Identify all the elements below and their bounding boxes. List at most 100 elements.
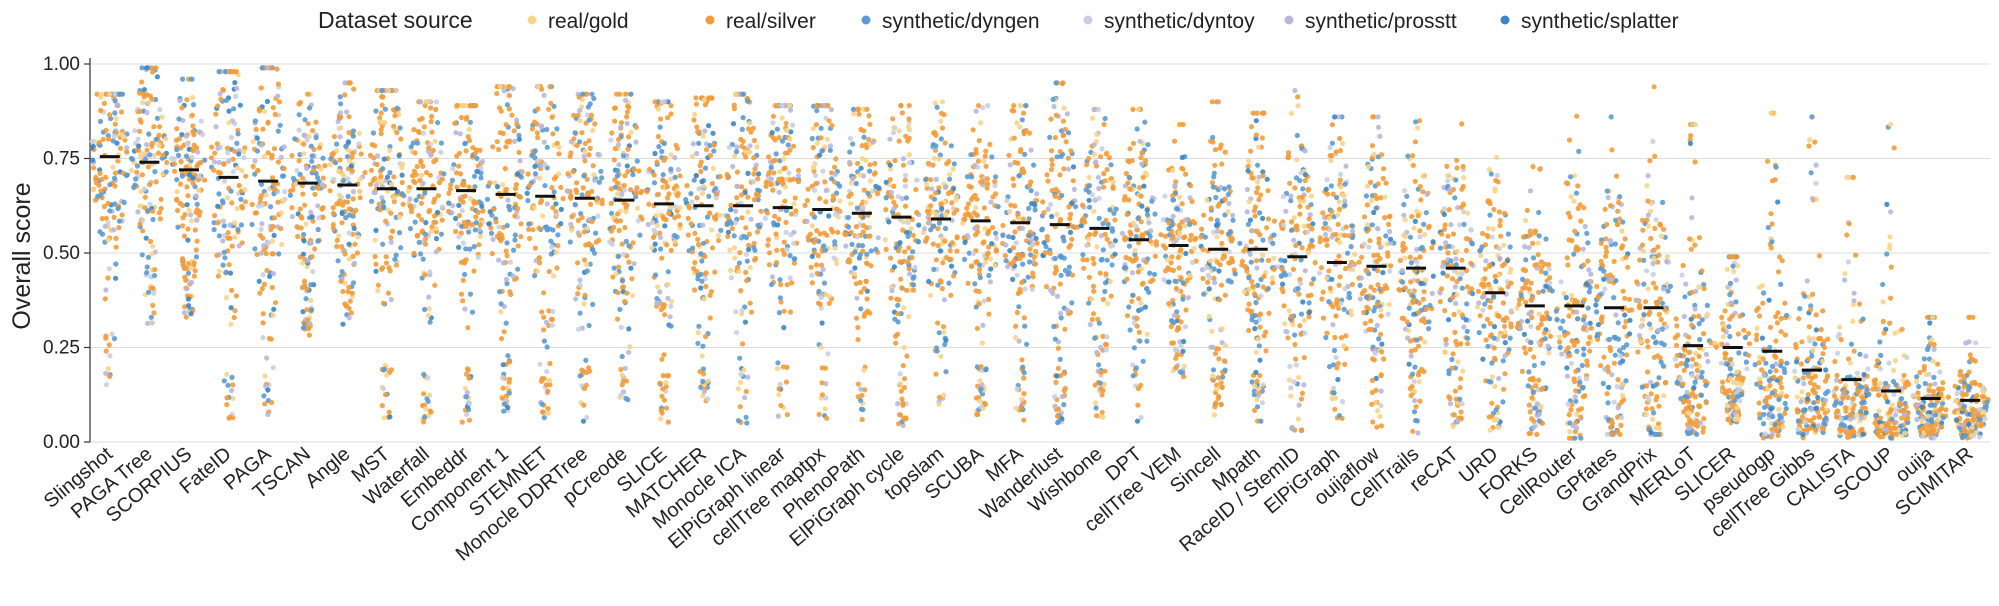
data-point [112,170,119,176]
data-point [93,174,99,180]
data-point [1330,304,1336,310]
data-point [850,176,856,182]
data-point [1282,321,1288,327]
data-point [933,143,939,149]
data-point [1183,250,1189,257]
data-point [907,160,913,166]
data-point [1091,208,1097,214]
data-point [616,227,622,234]
data-point [510,247,517,253]
data-point [92,197,99,203]
data-point [705,378,711,384]
data-point [267,273,273,279]
data-point [904,287,910,293]
data-point [433,225,439,231]
data-point [962,212,968,218]
data-point [910,275,916,281]
data-point [1099,256,1105,262]
data-point [586,322,592,329]
data-point [416,130,422,136]
data-point [254,148,260,154]
data-point [586,117,592,123]
data-point [935,320,941,326]
data-point [113,275,119,281]
data-point [215,273,221,279]
data-point [1298,280,1304,287]
data-point [392,256,398,262]
data-point [889,194,895,200]
data-point [1057,172,1063,178]
data-point [346,114,352,120]
data-point [558,184,564,190]
data-point [1334,365,1340,371]
data-point [743,154,749,160]
data-point [265,150,271,156]
data-point [677,173,683,179]
data-point [504,102,510,108]
data-point [289,214,295,220]
data-point [1368,179,1374,185]
data-point [473,220,479,226]
data-point [778,299,784,305]
data-point [425,312,431,319]
data-point [1208,216,1214,222]
data-point [938,353,944,359]
data-point [825,103,831,109]
data-point [745,194,751,200]
data-point [194,207,200,213]
data-point [1126,159,1132,165]
data-point [824,232,830,238]
data-point [344,109,350,115]
data-point [1065,271,1071,277]
data-point [1259,257,1265,263]
data-point [466,220,472,226]
data-point [345,193,351,199]
data-point [221,378,227,384]
data-point [1058,253,1064,259]
data-point [1043,284,1050,290]
data-point [1133,365,1139,371]
data-point [134,169,140,175]
data-point [804,197,811,204]
data-point [1333,354,1339,360]
data-point [633,139,639,145]
data-point [450,203,456,209]
data-point [901,305,907,311]
data-point [1092,231,1098,237]
data-point [620,251,626,257]
data-point [542,161,548,167]
data-point [1305,204,1311,210]
data-point [237,102,243,108]
data-point [1379,341,1385,347]
data-point [581,257,588,263]
data-point [688,221,694,227]
data-point [1047,250,1053,256]
data-point [731,106,738,112]
data-point [1143,170,1149,176]
data-point [1387,236,1394,242]
data-point [1324,237,1330,243]
data-point [211,220,217,226]
data-point [954,234,960,240]
data-point [818,135,824,141]
data-point [422,306,428,313]
data-point [112,110,118,116]
data-point [1066,264,1072,270]
legend-label: real/silver [726,10,816,33]
data-point [634,158,640,164]
data-point [137,117,143,123]
data-point [1051,103,1057,110]
data-point [112,98,118,104]
data-point [1246,286,1252,292]
data-point [979,340,986,346]
data-point [1369,222,1375,228]
data-point [1069,300,1075,306]
data-point [609,130,615,136]
data-point [1022,323,1028,329]
data-point [923,177,929,183]
data-point [1380,270,1386,276]
data-point [96,139,102,146]
data-point [813,122,820,128]
data-point [616,162,622,168]
data-point [635,218,642,224]
